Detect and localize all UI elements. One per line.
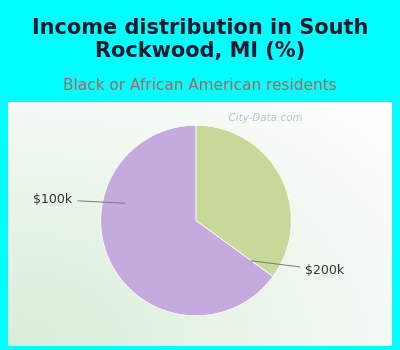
Text: City-Data.com: City-Data.com (222, 113, 303, 124)
Text: Income distribution in South
Rockwood, MI (%): Income distribution in South Rockwood, M… (32, 18, 368, 62)
Wedge shape (196, 125, 291, 276)
Wedge shape (101, 125, 273, 316)
Text: $100k: $100k (33, 193, 125, 206)
Text: Black or African American residents: Black or African American residents (63, 78, 337, 93)
Text: $200k: $200k (251, 261, 345, 276)
